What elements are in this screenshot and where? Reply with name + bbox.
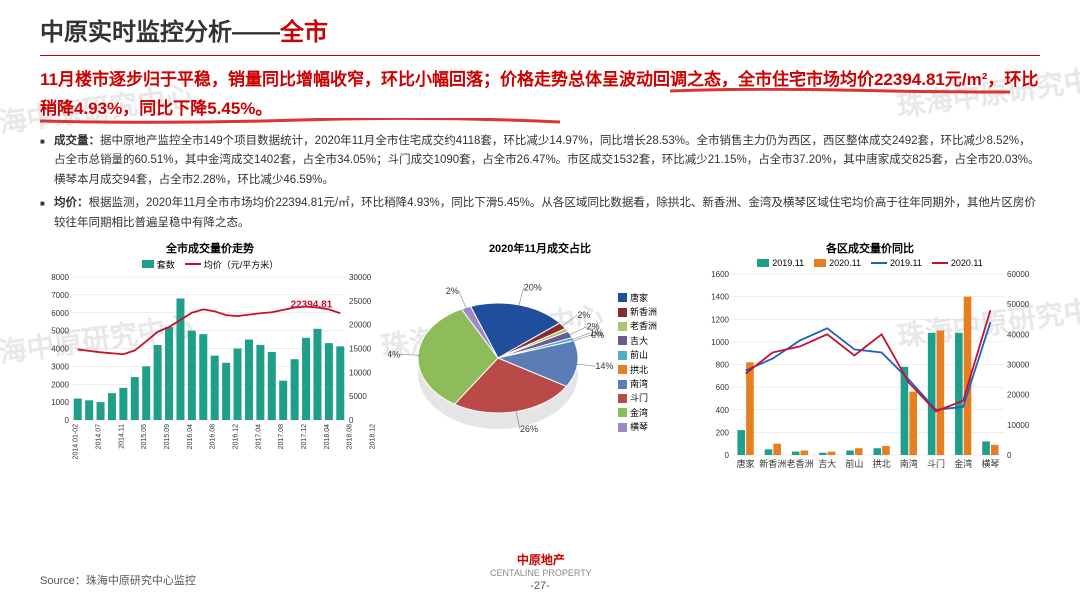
svg-text:2014.01-02: 2014.01-02: [73, 423, 80, 459]
chart2-svg: 20%2%2%1%0%14%26%34%2%: [388, 258, 618, 468]
svg-text:2018.12: 2018.12: [370, 423, 377, 448]
svg-text:200: 200: [716, 428, 730, 437]
svg-text:1200: 1200: [711, 315, 729, 324]
chart2-legend: 唐家新香洲老香洲吉大前山拱北南湾斗门金湾横琴: [618, 291, 657, 435]
chart-volume-price-trend: 全市成交量价走势 套数 均价（元/平方米） 010002000300040005…: [40, 240, 380, 483]
chart1-svg: 0 1000 2000 3000 4000 5000 6000 7000 8000 0 5000 10…: [40, 273, 380, 478]
svg-text:2014.07: 2014.07: [96, 423, 103, 448]
svg-text:40000: 40000: [1007, 330, 1030, 339]
chart3-svg: 0 200 400 600 800 1000 1200 1400 1600 0 10000 20000…: [700, 270, 1040, 475]
svg-text:2%: 2%: [446, 286, 459, 296]
svg-text:1400: 1400: [711, 292, 729, 301]
svg-text:2017.12: 2017.12: [301, 423, 308, 448]
svg-text:22394.81: 22394.81: [291, 299, 333, 310]
svg-text:60000: 60000: [1007, 270, 1030, 279]
svg-text:20000: 20000: [1007, 390, 1030, 399]
svg-text:4000: 4000: [51, 344, 69, 353]
svg-text:6000: 6000: [51, 308, 69, 317]
svg-text:2016.08: 2016.08: [210, 423, 217, 448]
svg-text:新香洲: 新香洲: [759, 458, 786, 469]
svg-text:400: 400: [716, 405, 730, 414]
headline: 11月楼市逐步归于平稳，销量同比增幅收窄，环比小幅回落；价格走势总体呈波动回调之…: [40, 66, 1040, 124]
svg-text:斗门: 斗门: [927, 458, 945, 469]
svg-text:30000: 30000: [349, 273, 372, 282]
hand-underline: [40, 118, 560, 124]
svg-text:15000: 15000: [349, 344, 372, 353]
svg-text:横琴: 横琴: [981, 458, 999, 469]
svg-text:7000: 7000: [51, 290, 69, 299]
svg-text:金湾: 金湾: [954, 458, 972, 469]
svg-text:2014.11: 2014.11: [118, 423, 125, 448]
svg-text:800: 800: [716, 360, 730, 369]
chart-district-yoy: 各区成交量价同比 2019.112020.112019.112020.11 02…: [700, 240, 1040, 483]
svg-text:1000: 1000: [51, 398, 69, 407]
chart1-legend: 套数 均价（元/平方米）: [40, 258, 380, 271]
svg-text:1600: 1600: [711, 270, 729, 279]
chart-share-pie: 2020年11月成交占比 20%2%2%1%0%14%26%34%2% 唐家新香…: [388, 240, 692, 483]
svg-text:2018.08: 2018.08: [347, 423, 354, 448]
page-number: -27-: [530, 580, 550, 592]
page-title: 中原实时监控分析——全市: [40, 12, 1040, 47]
svg-text:2000: 2000: [51, 380, 69, 389]
svg-text:30000: 30000: [1007, 360, 1030, 369]
svg-text:2016.04: 2016.04: [187, 423, 194, 448]
svg-text:0: 0: [1007, 451, 1012, 460]
svg-text:2016.12: 2016.12: [233, 423, 240, 448]
svg-text:50000: 50000: [1007, 300, 1030, 309]
divider: [40, 55, 1040, 56]
svg-text:2017.04: 2017.04: [255, 423, 262, 448]
svg-text:34%: 34%: [388, 349, 400, 359]
svg-text:8000: 8000: [51, 273, 69, 282]
svg-text:0: 0: [349, 416, 354, 425]
svg-text:0%: 0%: [591, 330, 604, 340]
svg-text:唐家: 唐家: [737, 458, 755, 469]
svg-text:吉大: 吉大: [818, 458, 836, 469]
svg-text:25000: 25000: [349, 296, 372, 305]
svg-text:3000: 3000: [51, 362, 69, 371]
svg-text:5000: 5000: [51, 326, 69, 335]
hand-underline: [670, 88, 1010, 94]
centaline-logo: 中原地产 CENTALINE PROPERTY: [490, 551, 592, 578]
svg-text:10000: 10000: [1007, 420, 1030, 429]
svg-text:2017.08: 2017.08: [278, 423, 285, 448]
chart3-legend: 2019.112020.112019.112020.11: [700, 258, 1040, 268]
svg-text:10000: 10000: [349, 368, 372, 377]
svg-text:20000: 20000: [349, 320, 372, 329]
svg-text:20%: 20%: [524, 282, 542, 292]
svg-text:老香洲: 老香洲: [786, 458, 813, 469]
svg-text:5000: 5000: [349, 392, 367, 401]
svg-text:2%: 2%: [577, 310, 590, 320]
svg-text:2018.04: 2018.04: [324, 423, 331, 448]
svg-text:1000: 1000: [711, 337, 729, 346]
svg-text:14%: 14%: [595, 361, 613, 371]
svg-text:2015.05: 2015.05: [141, 423, 148, 448]
svg-text:600: 600: [716, 383, 730, 392]
svg-text:南湾: 南湾: [900, 458, 918, 469]
svg-text:拱北: 拱北: [873, 458, 891, 469]
source-label: Source：珠海中原研究中心监控: [40, 572, 196, 588]
svg-text:2015.09: 2015.09: [164, 423, 171, 448]
svg-text:0: 0: [65, 416, 70, 425]
svg-text:0: 0: [725, 451, 730, 460]
bullet-volume: 成交量：据中原地产监控全市149个项目数据统计，2020年11月全市住宅成交约4…: [40, 132, 1040, 191]
svg-text:26%: 26%: [520, 424, 538, 434]
bullet-price: 均价：根据监测，2020年11月全市市场均价22394.81元/㎡，环比稍降4.…: [40, 194, 1040, 233]
bullet-list: 成交量：据中原地产监控全市149个项目数据统计，2020年11月全市住宅成交约4…: [40, 132, 1040, 234]
svg-text:前山: 前山: [845, 458, 863, 469]
